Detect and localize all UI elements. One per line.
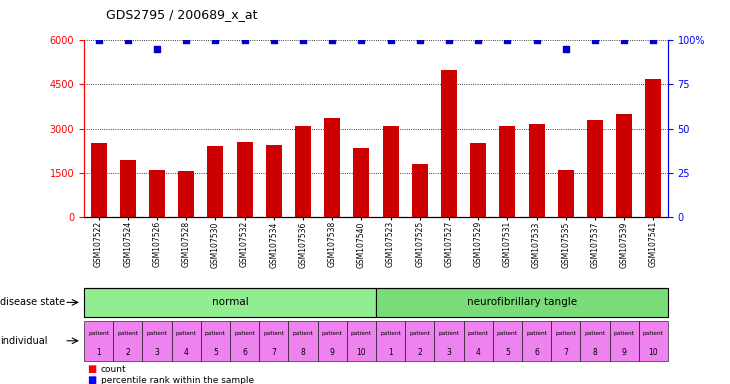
Text: 1: 1 xyxy=(96,348,101,357)
Text: 1: 1 xyxy=(388,348,393,357)
Text: patient: patient xyxy=(614,331,634,336)
Bar xyxy=(324,118,340,217)
Point xyxy=(648,37,659,43)
Bar xyxy=(470,143,486,217)
Text: patient: patient xyxy=(118,331,138,336)
Text: patient: patient xyxy=(351,331,372,336)
Text: normal: normal xyxy=(212,297,248,308)
Text: patient: patient xyxy=(293,331,313,336)
Point xyxy=(502,37,513,43)
Text: patient: patient xyxy=(147,331,167,336)
Text: 2: 2 xyxy=(418,348,422,357)
Point xyxy=(385,37,396,43)
Bar xyxy=(616,114,632,217)
Text: 2: 2 xyxy=(126,348,130,357)
Point xyxy=(589,37,601,43)
Text: individual: individual xyxy=(0,336,47,346)
Point xyxy=(443,37,455,43)
Bar xyxy=(149,170,165,217)
Point xyxy=(122,37,134,43)
Text: patient: patient xyxy=(322,331,342,336)
Point xyxy=(560,46,572,52)
Text: 5: 5 xyxy=(213,348,218,357)
Text: patient: patient xyxy=(526,331,547,336)
Text: 4: 4 xyxy=(476,348,480,357)
Text: 8: 8 xyxy=(593,348,597,357)
Bar xyxy=(295,126,311,217)
Text: 5: 5 xyxy=(505,348,510,357)
Text: GDS2795 / 200689_x_at: GDS2795 / 200689_x_at xyxy=(106,8,258,21)
Bar xyxy=(441,70,457,217)
Point xyxy=(180,37,192,43)
Text: 3: 3 xyxy=(155,348,159,357)
Point xyxy=(151,46,163,52)
Bar xyxy=(587,120,603,217)
Bar xyxy=(558,170,574,217)
Bar xyxy=(412,164,428,217)
Bar xyxy=(499,126,515,217)
Point xyxy=(210,37,221,43)
Text: count: count xyxy=(101,365,126,374)
Text: patient: patient xyxy=(264,331,284,336)
Text: 9: 9 xyxy=(622,348,626,357)
Text: ■: ■ xyxy=(88,375,97,384)
Bar xyxy=(237,142,253,217)
Point xyxy=(618,37,630,43)
Point xyxy=(414,37,426,43)
Text: patient: patient xyxy=(410,331,430,336)
Text: patient: patient xyxy=(234,331,255,336)
Text: 7: 7 xyxy=(564,348,568,357)
Text: 7: 7 xyxy=(272,348,276,357)
Point xyxy=(356,37,367,43)
Text: patient: patient xyxy=(556,331,576,336)
Text: neurofibrillary tangle: neurofibrillary tangle xyxy=(467,297,577,308)
Text: 8: 8 xyxy=(301,348,305,357)
Text: patient: patient xyxy=(205,331,226,336)
Text: 6: 6 xyxy=(242,348,247,357)
Point xyxy=(239,37,250,43)
Text: ■: ■ xyxy=(88,364,97,374)
Point xyxy=(297,37,309,43)
Text: 9: 9 xyxy=(330,348,334,357)
Bar xyxy=(529,124,545,217)
Bar xyxy=(91,143,107,217)
Bar xyxy=(178,171,194,217)
Text: 10: 10 xyxy=(356,348,366,357)
Text: patient: patient xyxy=(439,331,459,336)
Text: percentile rank within the sample: percentile rank within the sample xyxy=(101,376,254,384)
Point xyxy=(268,37,280,43)
Text: 4: 4 xyxy=(184,348,188,357)
Text: patient: patient xyxy=(176,331,196,336)
Point xyxy=(472,37,484,43)
Text: patient: patient xyxy=(497,331,518,336)
Text: disease state: disease state xyxy=(0,297,65,308)
Bar xyxy=(383,126,399,217)
Point xyxy=(326,37,338,43)
Text: patient: patient xyxy=(585,331,605,336)
Bar xyxy=(353,148,369,217)
Bar xyxy=(120,160,136,217)
Text: 10: 10 xyxy=(648,348,658,357)
Text: patient: patient xyxy=(643,331,664,336)
Text: patient: patient xyxy=(88,331,109,336)
Text: patient: patient xyxy=(380,331,401,336)
Text: patient: patient xyxy=(468,331,488,336)
Bar xyxy=(207,146,223,217)
Bar xyxy=(266,145,282,217)
Text: 6: 6 xyxy=(534,348,539,357)
Bar xyxy=(645,79,661,217)
Point xyxy=(531,37,542,43)
Point xyxy=(93,37,104,43)
Text: 3: 3 xyxy=(447,348,451,357)
